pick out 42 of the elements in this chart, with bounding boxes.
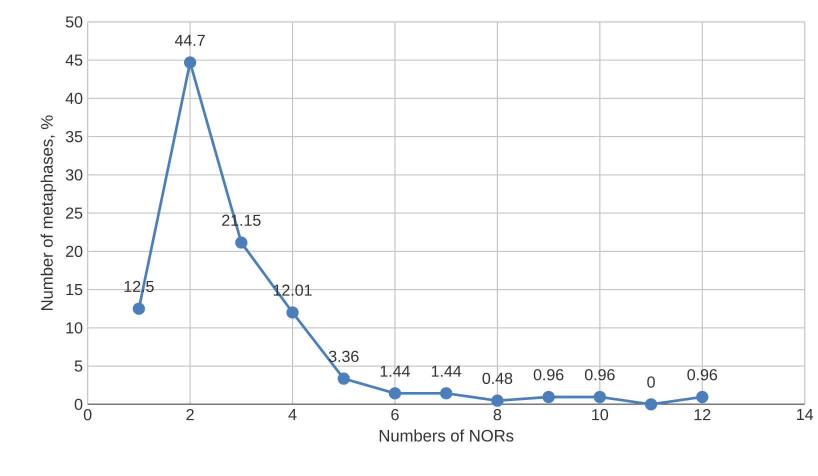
y-tick-label: 30: [66, 169, 82, 180]
point: [696, 390, 708, 404]
y-axis-title: Number of metaphases, %: [40, 115, 56, 310]
data-label: 0.96: [534, 369, 564, 380]
x-tick-label: 12: [694, 409, 710, 420]
y-tick-label: 15: [66, 284, 82, 296]
x-tick-label: 10: [592, 409, 608, 420]
point: [388, 387, 402, 400]
x-tick-label: 14: [797, 409, 814, 420]
point: [644, 398, 658, 410]
y-tick-label: 50: [66, 16, 82, 28]
point: [286, 306, 299, 319]
data-label: 44.7: [174, 34, 205, 46]
point: [132, 302, 145, 315]
data-label: 0: [647, 376, 655, 388]
point: [542, 390, 555, 404]
y-tick-label: 0: [74, 398, 82, 410]
y-tick-label: 25: [66, 207, 82, 219]
data-label: 0.96: [687, 369, 718, 380]
x-tick-label: 0: [84, 409, 92, 420]
point: [184, 56, 196, 69]
y-tick-label: 40: [66, 92, 82, 104]
point: [338, 372, 350, 385]
point: [235, 236, 248, 249]
x-axis-title: Numbers of NORs: [380, 429, 514, 442]
y-tick-label: 10: [66, 322, 82, 334]
x-tick-label: 8: [494, 409, 502, 420]
y-tick-label: 20: [66, 246, 82, 257]
point: [594, 390, 606, 404]
data-label: 1.44: [380, 366, 410, 377]
y-tick-label: 5: [74, 360, 82, 372]
data-label: 3.36: [328, 350, 359, 362]
x-tick-label: 6: [391, 409, 399, 420]
data-label: 1.44: [432, 366, 462, 377]
y-tick-label: 35: [66, 130, 82, 142]
data-label: 0.48: [482, 372, 512, 384]
point: [491, 394, 504, 407]
point: [440, 387, 452, 400]
x-tick-label: 2: [186, 409, 194, 420]
data-label: 0.96: [584, 369, 615, 380]
y-tick-label: 45: [66, 54, 82, 66]
x-tick-label: 4: [288, 409, 296, 420]
